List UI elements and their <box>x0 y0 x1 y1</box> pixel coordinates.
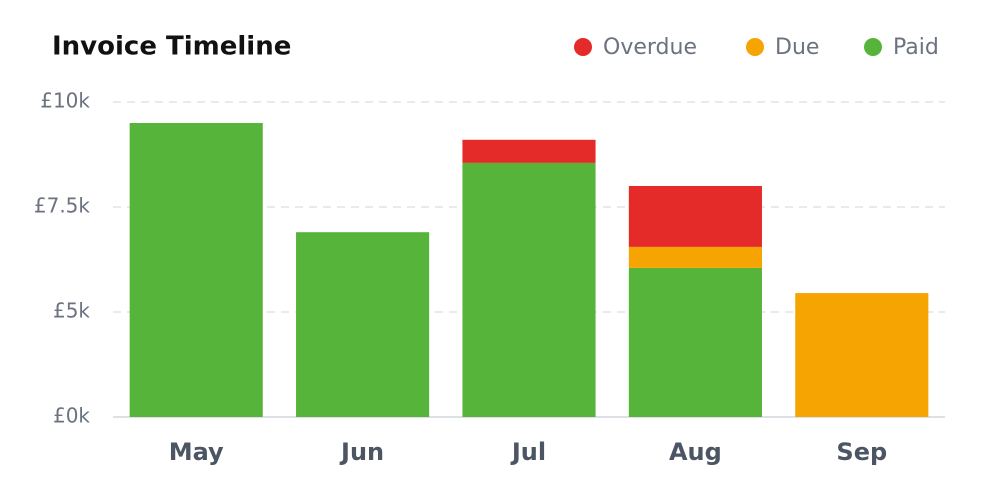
y-tick-label: £0k <box>53 404 90 428</box>
chart-title: Invoice Timeline <box>52 32 291 62</box>
legend-label: Overdue <box>603 35 697 60</box>
legend-label: Paid <box>893 35 939 60</box>
x-tick-label: Jul <box>510 438 546 466</box>
bar-segment <box>795 293 929 417</box>
x-tick-label: Aug <box>669 438 722 466</box>
y-tick-label: £7.5k <box>34 194 91 218</box>
legend-marker <box>746 38 764 56</box>
x-tick-label: Jun <box>339 438 384 466</box>
bar-segment <box>628 267 762 417</box>
bar-segment <box>462 139 596 163</box>
x-tick-label: Sep <box>836 438 887 466</box>
y-tick-label: £5k <box>53 299 90 323</box>
y-tick-label: £10k <box>40 89 90 113</box>
legend-marker <box>574 38 592 56</box>
x-tick-label: May <box>169 438 224 466</box>
bar-segment <box>462 162 596 417</box>
legend-label: Due <box>775 35 819 60</box>
legend-marker <box>864 38 882 56</box>
bar-segment <box>296 232 430 417</box>
bar-segment <box>628 186 762 247</box>
bar-segment <box>129 123 263 417</box>
bar-segment <box>628 246 762 268</box>
